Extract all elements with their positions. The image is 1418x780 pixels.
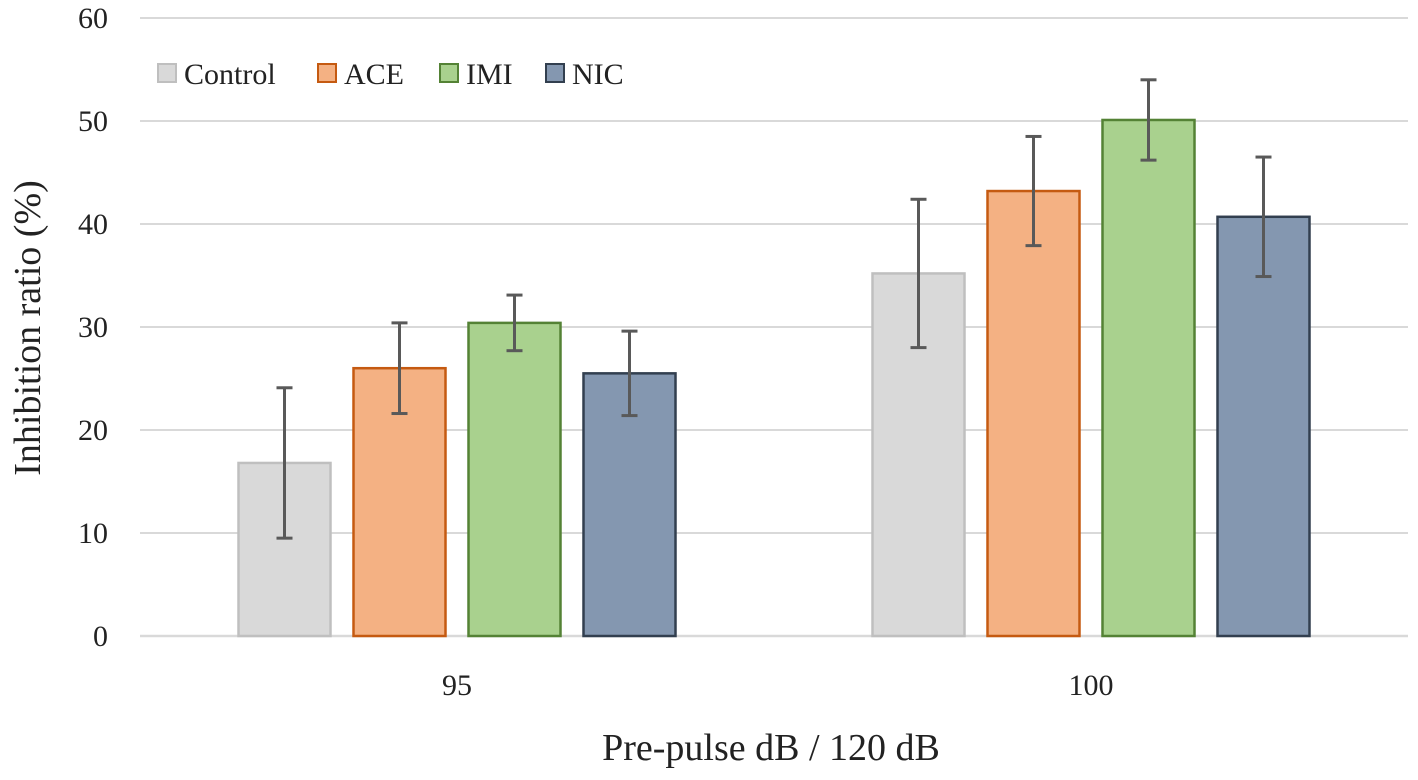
y-tick-label: 30 [78,311,108,344]
bar-ace-100 [986,189,1081,638]
legend-swatch-ace [317,63,337,83]
y-tick-label: 20 [78,414,108,447]
y-axis-ticks: 0 10 20 30 40 50 60 [78,2,108,653]
y-tick-label: 10 [78,517,108,550]
legend-label-ace: ACE [344,58,404,91]
legend-label-imi: IMI [466,58,513,91]
legend-label-nic: NIC [572,58,624,91]
y-tick-label: 40 [78,208,108,241]
bar-imi-100 [1101,118,1196,638]
gridlines [140,17,1408,638]
x-axis-categories: 95 100 [442,669,1114,702]
x-category-label: 95 [442,669,472,702]
legend-swatch-nic [545,63,565,83]
x-axis-title: Pre-pulse dB / 120 dB [602,727,940,769]
bar-nic-100 [1216,215,1311,638]
legend-swatch-control [157,63,177,83]
y-axis-title: Inhibition ratio (%) [7,180,49,475]
legend: Control ACE IMI NIC [157,58,624,91]
bar-imi-95 [467,321,562,638]
y-tick-label: 50 [78,105,108,138]
legend-label-control: Control [184,58,276,91]
x-category-label: 100 [1069,669,1114,702]
error-bars [276,78,1272,540]
y-tick-label: 60 [78,2,108,35]
legend-swatch-imi [439,63,459,83]
bar-nic-95 [582,372,677,638]
y-tick-label: 0 [93,620,108,653]
